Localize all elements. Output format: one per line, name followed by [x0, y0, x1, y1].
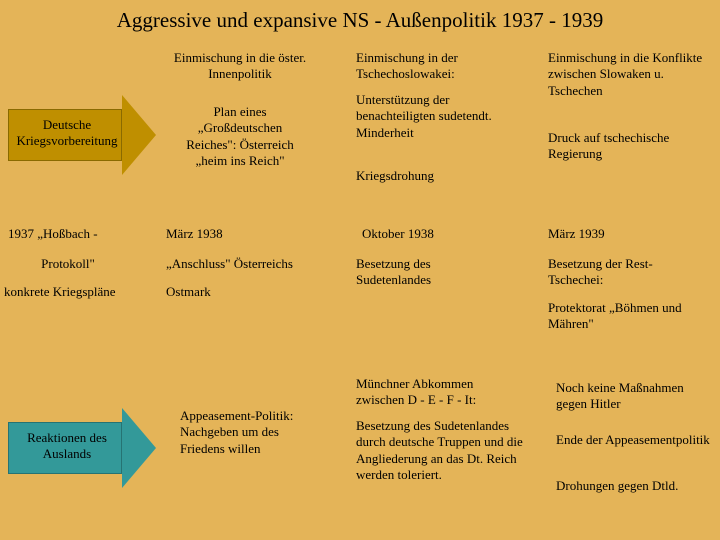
bot-col3-b: Ende der Appeasementpolitik: [556, 432, 716, 448]
tl-c0-a: 1937 „Hoßbach -: [8, 226, 148, 242]
tl-c3-b: Besetzung der Rest-Tschechei:: [548, 256, 708, 289]
tl-c1-c: Ostmark: [166, 284, 326, 300]
page-title: Aggressive und expansive NS - Außenpolit…: [0, 0, 720, 33]
top-col2-b: Unterstützung der benachteiligten sudete…: [356, 92, 506, 141]
arrow-top-label: Deutsche Kriegsvorbereitung: [8, 117, 126, 150]
bot-col2-a: Münchner Abkommen zwischen D - E - F - I…: [356, 376, 516, 409]
tl-c1-b: „Anschluss" Österreichs: [166, 256, 336, 272]
top-col3-b: Druck auf tschechische Regierung: [548, 130, 708, 163]
tl-c0-b: Protokoll": [8, 256, 128, 272]
bot-col3-c: Drohungen gegen Dtld.: [556, 478, 716, 494]
arrow-bottom-label: Reaktionen des Auslands: [8, 430, 126, 463]
top-col2-c: Kriegsdrohung: [356, 168, 506, 184]
bot-col2-b: Besetzung des Sudetenlandes durch deutsc…: [356, 418, 526, 483]
bot-col3-a: Noch keine Maßnahmen gegen Hitler: [556, 380, 716, 413]
tl-c2-b: Besetzung des Sudetenlandes: [356, 256, 506, 289]
top-col3-a: Einmischung in die Konflikte zwischen Sl…: [548, 50, 708, 99]
top-col1-a: Einmischung in die öster. Innenpolitik: [172, 50, 308, 83]
tl-c0-c: konkrete Kriegspläne: [4, 284, 134, 300]
bot-col1: Appeasement-Politik: Nachgeben um des Fr…: [180, 408, 320, 457]
tl-c3-a: März 1939: [548, 226, 708, 242]
top-col2-a: Einmischung in der Tschechoslowakei:: [356, 50, 506, 83]
tl-c1-a: März 1938: [166, 226, 326, 242]
tl-c3-c: Protektorat „Böhmen und Mähren": [548, 300, 708, 333]
tl-c2-a: Oktober 1938: [362, 226, 512, 242]
top-col1-b: Plan eines „Großdeutschen Reiches": Öste…: [172, 104, 308, 169]
